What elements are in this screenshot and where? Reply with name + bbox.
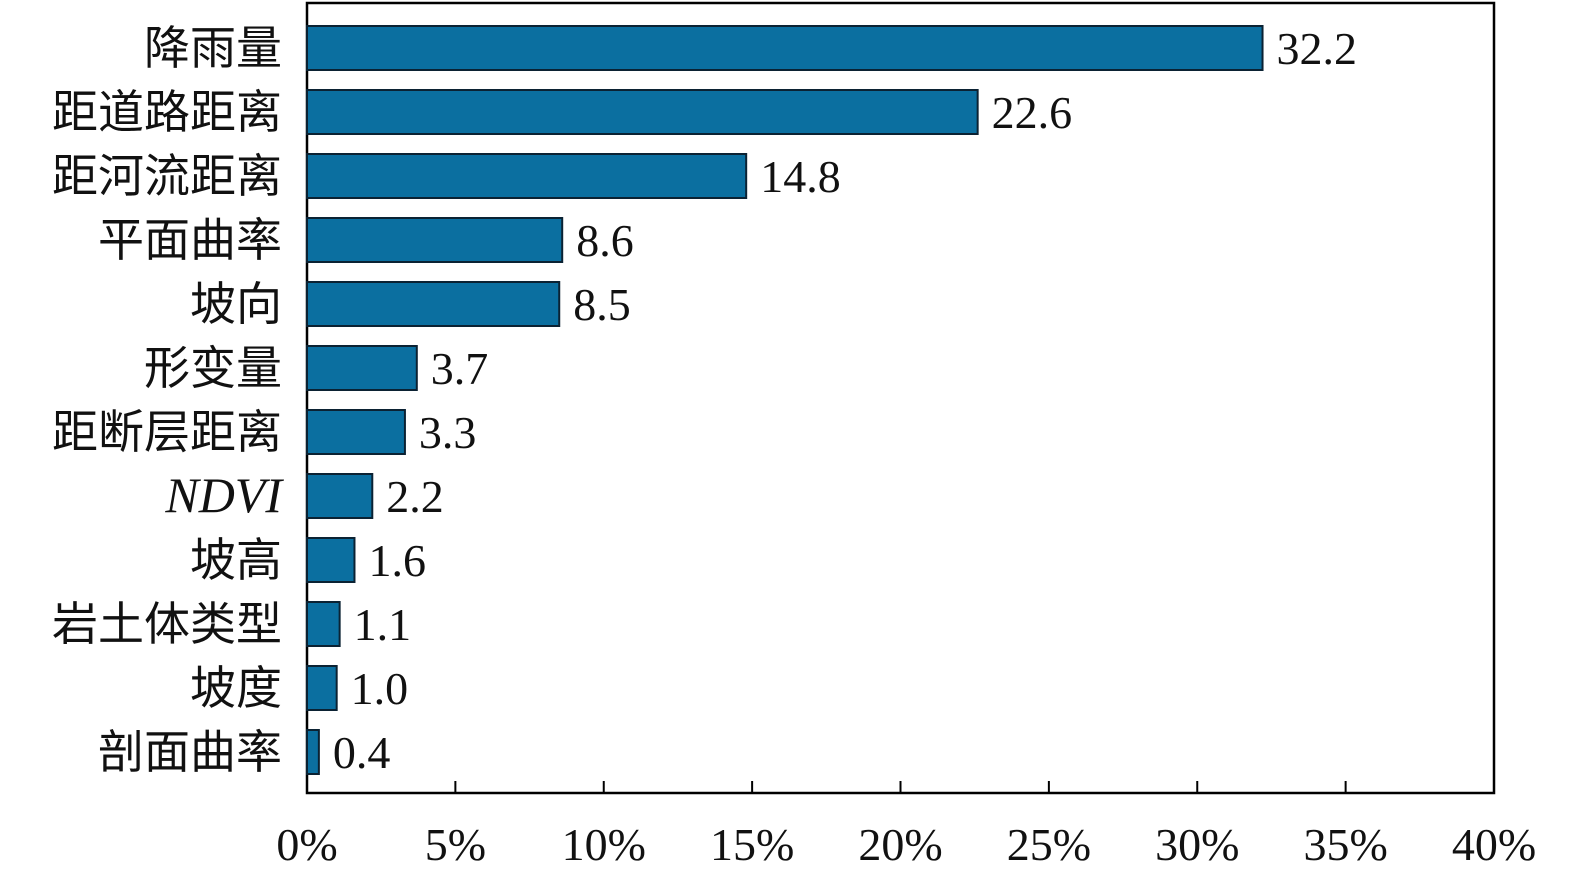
value-label-10: 1.0 (351, 663, 409, 714)
x-tick-label-7: 35% (1303, 819, 1387, 870)
bar-11 (306, 729, 320, 775)
value-label-7: 2.2 (386, 471, 444, 522)
value-label-8: 1.6 (368, 535, 426, 586)
category-label-6: 距断层距离 (52, 405, 282, 459)
bar-1 (306, 89, 979, 135)
value-label-0: 32.2 (1277, 23, 1358, 74)
bar-10 (306, 665, 338, 711)
category-label-5: 形变量 (144, 341, 282, 395)
category-label-3: 平面曲率 (98, 213, 282, 267)
x-tick-label-3: 15% (710, 819, 794, 870)
value-label-6: 3.3 (419, 407, 477, 458)
value-label-11: 0.4 (333, 727, 391, 778)
category-label-0: 降雨量 (144, 21, 282, 75)
x-tick-label-0: 0% (276, 819, 337, 870)
value-labels-group: 32.2 22.6 14.8 8.6 8.5 3.7 3.3 2.2 1.6 1.1 1.0 0.4 (333, 23, 1357, 778)
category-label-10: 坡度 (190, 661, 282, 715)
value-label-3: 8.6 (576, 215, 634, 266)
category-label-1: 距道路距离 (52, 85, 282, 139)
category-label-8: 坡高 (190, 533, 282, 587)
value-label-2: 14.8 (760, 151, 841, 202)
x-tick-label-4: 20% (858, 819, 942, 870)
value-label-5: 3.7 (431, 343, 489, 394)
bar-0 (306, 25, 1264, 71)
x-ticks-group (306, 781, 1495, 793)
bar-2 (306, 153, 748, 199)
bar-7 (306, 473, 374, 519)
bars-group (306, 25, 1264, 775)
value-label-9: 1.1 (354, 599, 412, 650)
bar-9 (306, 601, 341, 647)
value-label-4: 8.5 (573, 279, 631, 330)
category-label-9: 岩土体类型 (52, 597, 282, 651)
x-tick-label-8: 40% (1452, 819, 1536, 870)
bar-5 (306, 345, 418, 391)
bar-3 (306, 217, 564, 263)
x-tick-label-6: 30% (1155, 819, 1239, 870)
x-tick-label-5: 25% (1007, 819, 1091, 870)
category-label-4: 坡向 (190, 277, 282, 331)
value-label-1: 22.6 (992, 87, 1073, 138)
bar-6 (306, 409, 406, 455)
x-tick-label-1: 5% (425, 819, 486, 870)
category-label-2: 距河流距离 (52, 149, 282, 203)
bar-8 (306, 537, 356, 583)
bar-4 (306, 281, 561, 327)
category-label-11: 剖面曲率 (98, 725, 282, 779)
x-tick-label-2: 10% (562, 819, 646, 870)
x-tick-labels-group: 0% 5% 10% 15% 20% 25% 30% 35% 40% (276, 819, 1536, 870)
category-label-7: NDVI (164, 467, 284, 523)
